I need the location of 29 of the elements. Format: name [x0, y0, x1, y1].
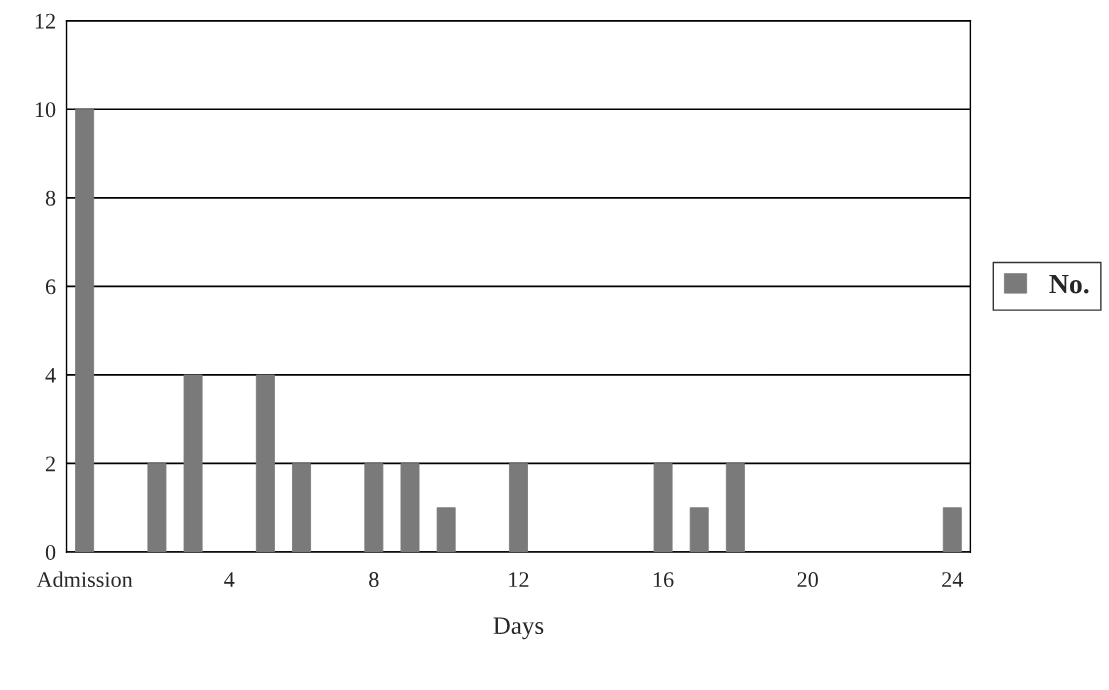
bar — [725, 463, 745, 552]
x-tick-label: 8 — [369, 572, 379, 588]
bar — [183, 374, 203, 552]
bar — [255, 374, 275, 552]
x-tick-label: Admission — [36, 571, 133, 588]
y-tick-label: 10 — [35, 102, 56, 118]
bar — [75, 108, 95, 552]
bar — [400, 463, 420, 552]
y-tick-label: 8 — [45, 190, 56, 206]
x-tick-label: 16 — [653, 572, 674, 588]
y-tick-label: 2 — [45, 456, 55, 472]
x-tick-label: 4 — [224, 572, 235, 587]
bar — [436, 507, 456, 552]
legend-label: No. — [1049, 274, 1089, 294]
x-axis-title: Days — [493, 617, 544, 640]
bar — [364, 463, 384, 552]
x-tick-label: 20 — [797, 572, 818, 588]
x-tick-label: 12 — [509, 572, 529, 587]
bar — [653, 463, 673, 552]
bar — [292, 463, 311, 552]
x-tick-label: 24 — [942, 572, 964, 587]
y-tick-label: 12 — [35, 13, 55, 29]
bar — [689, 507, 709, 552]
bar — [147, 463, 167, 552]
y-tick-label: 4 — [45, 367, 56, 383]
y-tick-label: 6 — [45, 279, 56, 295]
bar — [509, 463, 528, 552]
y-tick-label: 0 — [45, 544, 56, 560]
bar — [942, 507, 962, 552]
